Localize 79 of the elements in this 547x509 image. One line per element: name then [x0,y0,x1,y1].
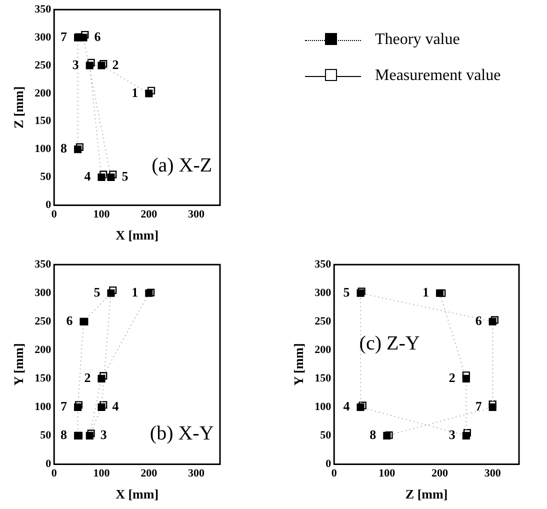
x-axis-title: X [mm] [116,486,159,502]
y-tick-label: 100 [314,401,332,414]
annotation: 8 [370,427,377,442]
point [436,289,444,297]
point [488,403,496,411]
annotation: 7 [60,398,68,414]
y-tick-label: 50 [40,430,52,442]
annotation: 4 [343,398,350,414]
y-tick-label: 150 [34,115,52,128]
x-tick-label: 200 [432,468,449,480]
y-tick-label: 300 [314,286,332,299]
y-tick-label: 350 [34,258,52,270]
annotation: 6 [66,312,74,328]
annotation: 7 [60,28,68,44]
y-tick-label: 200 [314,344,332,356]
annotation: 7 [475,398,482,414]
y-tick-label: 300 [34,31,52,44]
annotation: 3 [448,427,456,442]
annotation: 3 [72,56,80,72]
y-tick-label: 350 [34,3,52,16]
y-tick-label: 250 [314,315,332,328]
annotation: 1 [132,284,138,300]
annotation: 2 [84,370,91,386]
y-tick-label: 100 [34,143,52,156]
annotation: 1 [422,284,430,300]
annotation: 3 [100,427,108,442]
annotation: 5 [94,284,101,300]
y-tick-label: 50 [320,430,332,442]
y-tick-label: 0 [326,458,332,470]
annotation: 6 [475,312,482,328]
annotation: 5 [343,284,350,300]
annotation: 6 [94,28,102,44]
annotation: 8 [60,427,68,442]
y-tick-label: 100 [34,401,52,414]
annotation: 5 [122,168,129,184]
y-tick-label: 300 [34,286,52,299]
x-tick-label: 300 [484,468,502,480]
x-tick-label: 100 [93,208,110,221]
x-tick-label: 200 [140,468,158,480]
y-axis-title: Y [mm] [11,343,26,386]
point [98,374,106,382]
point [462,374,470,382]
x-axis-title: Z [mm] [405,486,448,502]
point [145,90,153,98]
legend-label: Measurement value [375,67,501,85]
point [107,173,115,182]
x-tick-label: 100 [93,468,110,480]
y-tick-label: 150 [34,372,52,384]
point [74,146,82,154]
point [107,289,115,297]
y-tick-label: 50 [40,171,52,184]
x-tick-label: 100 [378,468,396,480]
legend-label: Theory value [375,31,460,49]
annotation: (c) Z-Y [359,332,420,355]
point [98,173,106,182]
y-tick-label: 350 [314,258,332,270]
y-tick-label: 0 [46,458,52,470]
annotation: 2 [112,56,119,72]
y-tick-label: 200 [34,87,52,100]
y-tick-label: 250 [34,315,52,328]
y-axis-title: Y [mm] [291,343,306,386]
y-axis-title: Z [mm] [11,86,26,129]
y-tick-label: 250 [34,59,52,72]
annotation: 8 [60,140,68,156]
annotation: 4 [112,398,120,414]
annotation: 2 [448,370,456,386]
y-tick-label: 0 [46,199,52,212]
point [86,62,94,70]
x-tick-label: 300 [188,468,206,480]
x-tick-label: 300 [188,208,206,221]
annotation: 4 [84,168,92,184]
annotation: (a) X-Z [152,154,212,176]
x-tick-label: 200 [140,208,158,221]
annotation: (b) X-Y [150,422,214,445]
point [462,432,470,440]
x-axis-title: X [mm] [116,228,159,243]
y-tick-label: 150 [314,372,332,384]
annotation: 1 [132,84,138,100]
y-tick-label: 200 [34,344,52,356]
